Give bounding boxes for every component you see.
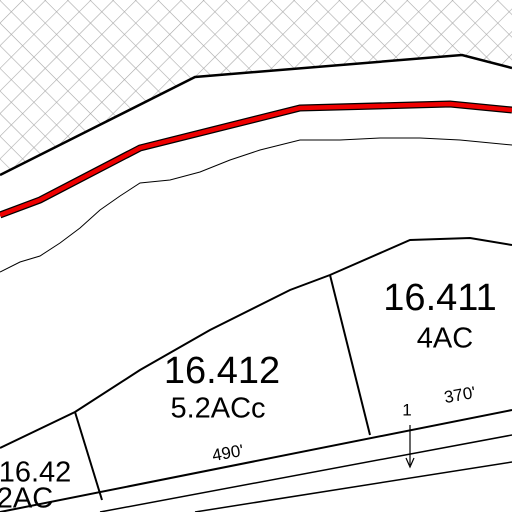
parcel-area: 5.2ACc xyxy=(170,393,265,425)
dimension: 370' xyxy=(443,383,477,407)
parcel-id: 16.411 xyxy=(383,277,496,319)
road-edge xyxy=(194,461,512,512)
parcel-area: 4AC xyxy=(417,323,473,355)
marker: 1 xyxy=(402,400,411,419)
arrow-head xyxy=(405,457,415,469)
hatched-area xyxy=(0,0,512,175)
parcel-boundary xyxy=(0,236,512,449)
road-edge xyxy=(99,434,512,512)
lot-line xyxy=(74,411,103,501)
road-line xyxy=(0,101,512,218)
contour-line xyxy=(0,137,512,273)
dimension: 490' xyxy=(211,441,245,465)
parcel-id: 16.412 xyxy=(164,350,280,392)
parcel-area: 2AC xyxy=(0,483,53,512)
boundary-line xyxy=(0,53,512,177)
parcel-id: 16.42 xyxy=(0,457,71,489)
road-edge xyxy=(0,409,512,512)
lot-line xyxy=(329,274,371,436)
